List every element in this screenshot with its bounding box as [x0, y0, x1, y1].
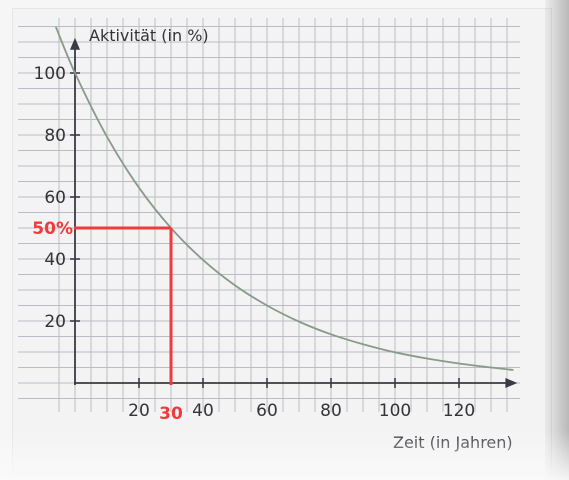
x-tick-label: 120: [443, 401, 475, 421]
chart-grid: [18, 18, 520, 412]
decay-curve: [54, 26, 514, 371]
chart-series: [54, 26, 514, 371]
half-life-y-label: 50%: [32, 219, 73, 239]
y-axis-arrow: [70, 37, 80, 50]
half-life-x-label: 30: [159, 404, 183, 424]
x-tick-label: 80: [320, 401, 342, 421]
x-axis-title: Zeit (in Jahren): [393, 433, 513, 452]
page-edge-shadow: [545, 0, 569, 480]
x-tick-label: 100: [379, 401, 411, 421]
chart-annotations: 50% 30: [32, 219, 183, 424]
y-tick-label: 20: [44, 312, 66, 332]
x-axis-arrow: [505, 378, 518, 388]
y-axis-title: Aktivität (in %): [89, 26, 209, 45]
chart-axes: [70, 37, 518, 388]
chart-ticks: 20 40 60 80 100 20 40 60 80 100 120: [34, 64, 476, 421]
y-tick-label: 60: [44, 188, 66, 208]
y-tick-label: 40: [44, 250, 66, 270]
y-tick-label: 80: [44, 126, 66, 146]
x-tick-label: 60: [256, 401, 278, 421]
paper-sheet: [12, 8, 552, 474]
y-tick-label: 100: [34, 64, 66, 84]
x-tick-label: 20: [128, 401, 150, 421]
x-tick-label: 40: [192, 401, 214, 421]
